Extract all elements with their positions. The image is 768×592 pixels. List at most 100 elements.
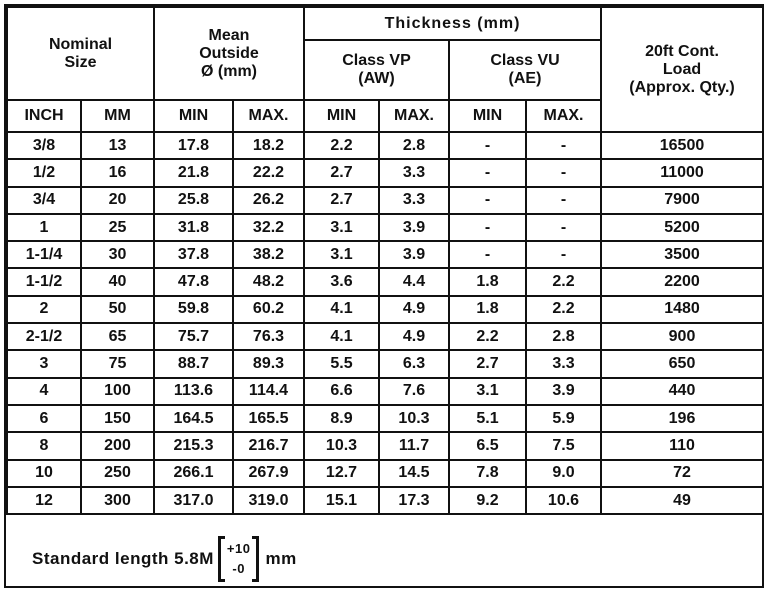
- header-row: Class VP (AW) Class VU (AE): [7, 39, 763, 101]
- class-vp-header-line: (AW): [358, 70, 395, 87]
- nominal-size-header-line: Size: [64, 53, 97, 71]
- data-row: 3/8 13 17.8 18.2 2.2 2.8- -16500: [6, 130, 764, 161]
- cell: 319.0: [232, 485, 305, 516]
- cell: 4.1: [303, 294, 380, 325]
- cell: 250: [80, 458, 155, 488]
- nominal-size-header-line: Nominal: [48, 35, 113, 53]
- thickness-header: Thickness (mm): [303, 6, 602, 41]
- footer-unit: mm: [265, 549, 297, 568]
- class-vp-header-line: Class VP: [342, 52, 411, 69]
- subheader: MAX.: [525, 99, 602, 133]
- cell: 25: [80, 212, 155, 243]
- cell: 1-1/2: [6, 267, 82, 297]
- mean-outside-header-line: Mean: [208, 26, 250, 44]
- cell: 20: [80, 185, 155, 215]
- cell: 3.1: [303, 212, 380, 243]
- cell: 216.7: [232, 431, 305, 461]
- footer-text: Standard length 5.8M: [32, 549, 214, 568]
- cell: 72: [600, 458, 764, 488]
- cell: 3.1: [303, 240, 380, 270]
- cell: 3.9: [525, 376, 602, 406]
- cell: 4.9: [378, 322, 450, 352]
- subheader: MAX.: [232, 99, 305, 133]
- cell: 7.5: [525, 431, 602, 461]
- table-frame: Nominal Size Mean Outside Ø (mm) Thickness (m…: [4, 4, 764, 588]
- cell: -: [448, 240, 527, 270]
- data-row: 12 300 317.0 319.0 15.1 17.3 9.2 10.6 49: [6, 485, 764, 516]
- cell: 11.7: [378, 431, 450, 461]
- cell: 3.9: [378, 240, 450, 270]
- cell: 1.8: [448, 294, 527, 325]
- cell: 8: [6, 431, 82, 461]
- subheader: MIN: [153, 99, 234, 133]
- cell: 3.9: [378, 212, 450, 243]
- cell: 75.7: [153, 322, 234, 352]
- cell: 22.2: [232, 158, 305, 188]
- cell: 38.2: [232, 240, 305, 270]
- cell: 16500: [600, 130, 764, 161]
- cell: -: [525, 240, 602, 270]
- cell: 7900: [600, 185, 764, 215]
- cell: 30: [80, 240, 155, 270]
- header-row: Nominal Size Mean Outside Ø (mm) Thickness (m…: [6, 6, 764, 133]
- class-vu-header: Class VU (AE): [448, 39, 602, 101]
- cell: 2.2: [525, 294, 602, 325]
- cell: 48.2: [232, 267, 305, 297]
- cell: 60.2: [232, 294, 305, 325]
- cell: 4: [6, 376, 82, 406]
- subheader: MIN: [303, 99, 380, 133]
- cell: 7.6: [378, 376, 450, 406]
- cell: 1480: [600, 294, 764, 325]
- cell: 10.6: [525, 485, 602, 516]
- cell: 165.5: [232, 403, 305, 434]
- cell: 215.3: [153, 431, 234, 461]
- subheader: MIN: [448, 99, 527, 133]
- cell: 1: [6, 212, 82, 243]
- cell: 113.6: [153, 376, 234, 406]
- cell: 1.8: [448, 267, 527, 297]
- cell: -: [448, 158, 527, 188]
- cell: 9.2: [448, 485, 527, 516]
- tolerance-plus: +10: [226, 541, 251, 556]
- cell: 3/8: [6, 130, 82, 161]
- cell: -: [525, 212, 602, 243]
- cell: 3/4: [6, 185, 82, 215]
- cell: 6.6: [303, 376, 380, 406]
- cell: 3.3: [378, 158, 450, 188]
- cell: 196: [600, 403, 764, 434]
- cell: 164.5: [153, 403, 234, 434]
- cell: 5.9: [525, 403, 602, 434]
- pipe-table: Nominal Size Mean Outside Ø (mm) Thickness (m…: [6, 6, 764, 516]
- load-header-line: 20ft Cont.: [645, 42, 719, 60]
- cell: 6.3: [378, 349, 450, 379]
- data-row: 2 50 59.8 60.2 4.1 4.9 1.8 2.2 1480: [6, 294, 764, 325]
- bracket: [217, 536, 225, 582]
- cell: 114.4: [232, 376, 305, 406]
- data-row: 1/2 16 21.8 22.2 2.7 3.3- -11000: [6, 158, 764, 188]
- nominal-size-header: Nominal Size: [6, 6, 155, 101]
- cell: 110: [600, 431, 764, 461]
- cell: 150: [80, 403, 155, 434]
- cell: -: [525, 185, 602, 215]
- cell: 3.3: [525, 349, 602, 379]
- cell: -: [448, 130, 527, 161]
- data-row: 1-1/4 30 37.8 38.2 3.1 3.9- -3500: [6, 240, 764, 270]
- footer: Standard length 5.8M +10 -0 mm: [32, 536, 297, 582]
- cell: 300: [80, 485, 155, 516]
- cell: 5200: [600, 212, 764, 243]
- cell: 4.1: [303, 322, 380, 352]
- cell: 2.2: [525, 267, 602, 297]
- data-row: 1-1/2 40 47.8 48.2 3.6 4.4 1.8 2.2 2200: [6, 267, 764, 297]
- cell: 440: [600, 376, 764, 406]
- cell: -: [525, 130, 602, 161]
- cell: 13: [80, 130, 155, 161]
- cell: 2.7: [303, 185, 380, 215]
- cell: 21.8: [153, 158, 234, 188]
- data-row: 2-1/2 65 75.7 76.3 4.1 4.9 2.2 2.8 900: [6, 322, 764, 352]
- cell: 65: [80, 322, 155, 352]
- cell: 2.8: [378, 130, 450, 161]
- cell: 3500: [600, 240, 764, 270]
- mean-outside-header-line: Outside: [199, 44, 259, 62]
